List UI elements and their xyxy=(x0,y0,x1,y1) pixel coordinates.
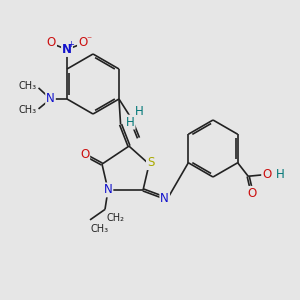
Text: S: S xyxy=(147,156,154,169)
Text: CH₃: CH₃ xyxy=(19,81,37,92)
Text: O: O xyxy=(247,187,256,200)
Text: H: H xyxy=(126,116,135,129)
Text: O: O xyxy=(80,148,89,161)
Text: CH₃: CH₃ xyxy=(90,224,108,233)
Text: N: N xyxy=(103,183,112,196)
Text: ⁻: ⁻ xyxy=(87,35,92,46)
Text: O: O xyxy=(78,36,87,50)
Text: +: + xyxy=(68,40,74,49)
Text: N: N xyxy=(62,43,72,56)
Text: CH₃: CH₃ xyxy=(19,105,37,116)
Text: O: O xyxy=(47,36,56,50)
Text: H: H xyxy=(135,105,143,119)
Text: O: O xyxy=(262,168,272,181)
Text: H: H xyxy=(276,168,284,181)
Text: N: N xyxy=(160,192,169,205)
Text: CH₂: CH₂ xyxy=(106,213,124,223)
Text: N: N xyxy=(46,92,55,106)
